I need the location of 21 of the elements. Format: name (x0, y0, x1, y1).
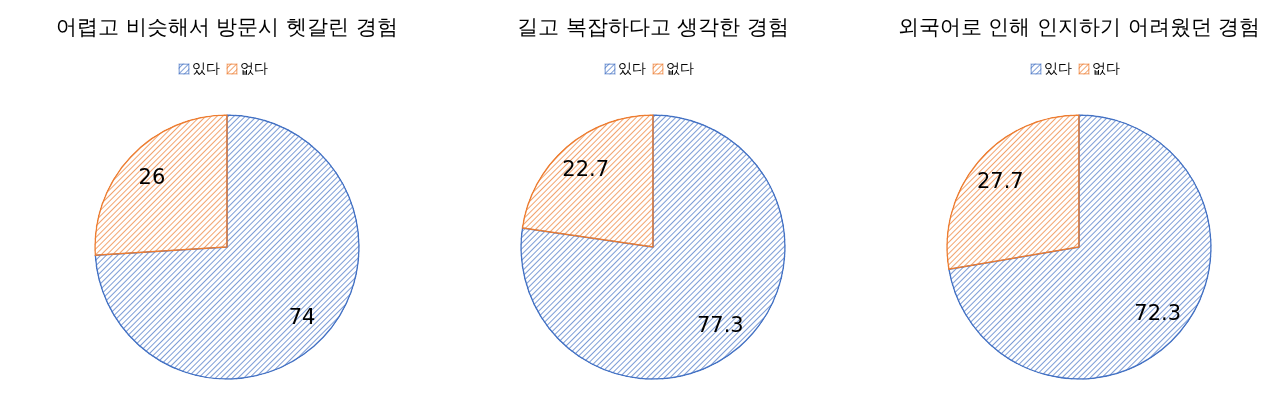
pie-slice (946, 114, 1080, 271)
chart-title: 외국어로 인해 인지하기 어려웠던 경험 (897, 15, 1261, 39)
pie-slice (94, 114, 228, 257)
legend-label: 없다 (1092, 60, 1120, 76)
chart-title: 어렵고 비슷해서 방문시 헷갈린 경험 (56, 15, 398, 39)
data-label: 26 (138, 164, 166, 189)
legend-label: 없다 (240, 60, 268, 76)
data-label: 72.3 (1134, 301, 1182, 326)
data-label: 77.3 (696, 312, 744, 337)
chart-title: 길고 복잡하다고 생각한 경험 (516, 15, 790, 39)
legend-label: 있다 (192, 60, 220, 76)
pie-slice (94, 114, 360, 380)
legend-label: 없다 (666, 60, 694, 76)
pie-slice (948, 114, 1212, 380)
pie-slice (521, 114, 654, 248)
data-label: 27.7 (976, 168, 1024, 193)
pie-slice (520, 114, 786, 380)
legend-label: 있다 (618, 60, 646, 76)
data-label: 22.7 (562, 157, 610, 182)
legend-label: 있다 (1044, 60, 1072, 76)
data-label: 74 (288, 305, 316, 330)
